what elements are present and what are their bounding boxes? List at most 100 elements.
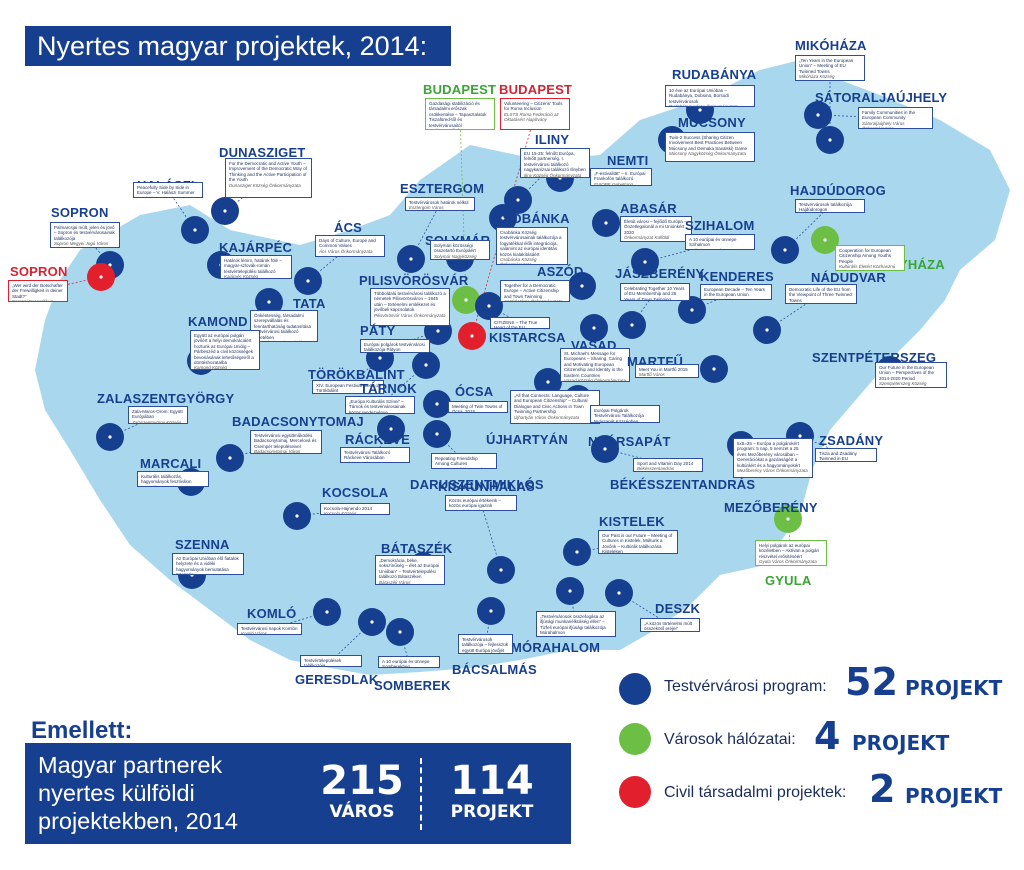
project-box-nadudvar[interactable]: Democratic Life of the EU from the Viewp…: [785, 284, 857, 304]
project-title: „Ten Years in the European Union” – Meet…: [799, 58, 854, 74]
city-name-bataszek: BÁTASZÉK: [381, 541, 453, 556]
project-box-mezobereny[interactable]: 5x5=25 – Európa a polgárokért program: 5…: [733, 438, 813, 478]
project-box-sopron2[interactable]: „Wer wird der Botschafter der Freiwillig…: [8, 280, 68, 302]
project-beneficiary: Kiskunhalas Város Önkormányzata: [449, 509, 513, 510]
project-box-geresdlak[interactable]: Testvértelepülések találkozójaGeresdlak …: [300, 655, 362, 667]
project-title: „F-estivalität” – II. Európai Frankofón …: [594, 171, 646, 182]
project-title: Volunteering – Citizens' Tools for Roma …: [504, 101, 563, 112]
city-dot-center-jaszbereny: [630, 323, 634, 327]
city-name-deszk: DESZK: [655, 601, 701, 616]
project-box-bataszek[interactable]: „Demokrácia, béke, sokszínűség – élet az…: [375, 555, 445, 585]
project-box-nemti[interactable]: „F-estivalität” – II. Európai Frankofón …: [590, 168, 652, 186]
project-box-iliny[interactable]: EU 15-25: felnőtt Európa, felnőtt partne…: [520, 148, 590, 178]
project-title: Our Past is our Future – Meeting of Cult…: [602, 533, 673, 554]
project-box-budapest1[interactable]: Gazdasági stabilizáció és társadalmi erő…: [425, 98, 495, 130]
project-box-deszk[interactable]: „A közös történelmi múlt összekötő ereje…: [640, 618, 700, 632]
city-dot-center-ujhartyan: [546, 380, 550, 384]
project-box-szenna[interactable]: Az Európai Unióban élő fiatalok helyzete…: [172, 553, 244, 575]
project-box-mucsony[interactable]: Twin-2 Success (Sharing Citizen Involvem…: [665, 132, 755, 162]
city-name-kistelek: KISTELEK: [599, 514, 665, 529]
project-box-budapest2[interactable]: Volunteering – Citizens' Tools for Roma …: [500, 98, 570, 130]
project-box-abasar[interactable]: Életút városi – fejlődő Európa – Önzetle…: [620, 216, 692, 242]
project-box-bekesszentandras[interactable]: Sport and Vitamin Day 2014 Békésszentandr…: [633, 458, 703, 472]
project-box-kistarcsa[interactable]: CITIZENS – The True Heart of the EUKista…: [490, 317, 550, 329]
project-box-pilisvorosvar[interactable]: Többoldalú testvérvárosi találkozó a ném…: [370, 288, 450, 326]
city-dot-center-iliny: [516, 198, 520, 202]
project-box-rudabanya[interactable]: 10 éve az Európai Unióban – Rudabánya, D…: [665, 85, 755, 107]
partners-divider: [420, 758, 422, 830]
city-name-somberek: SOMBEREK: [374, 678, 451, 693]
project-box-sopron1[interactable]: Palmarcsjai múlt, jelen és jövő – Sopron…: [50, 222, 120, 248]
project-box-kamond[interactable]: Együtt az európai polgári jövőért a hely…: [190, 330, 260, 370]
project-box-morahalom[interactable]: „Testvérvárosok összefogása az ifjúsági …: [536, 611, 616, 637]
city-dot-center-csobanka: [501, 216, 505, 220]
project-box-vasad[interactable]: St. Michael's Message for Europeans – Sh…: [560, 348, 630, 382]
project-title: Twin-2 Success (Sharing Citizen Involvem…: [669, 135, 748, 151]
project-box-tarnok[interactable]: „Európa Kulturális Színei” – Tárnok és t…: [345, 396, 415, 414]
project-title: Testvérvárosi napok Komlón: [241, 626, 298, 631]
project-box-ujhartyan[interactable]: „All that Connects: Language, Culture an…: [510, 390, 600, 424]
project-beneficiary: Kenderes Város Önkormányzata: [704, 298, 768, 299]
project-box-nyarsapat[interactable]: Európai Polgárok Testvérvárosi Találkozó…: [590, 405, 660, 423]
city-dot-center-geresdlak: [370, 620, 374, 624]
connector-line-torokbalint: [347, 357, 381, 388]
project-box-satoraljaujhely[interactable]: Family Communities in the European Commu…: [858, 107, 933, 129]
project-box-szentpeterszeg[interactable]: Our Future in the European Union – Persp…: [875, 362, 947, 388]
project-box-paty[interactable]: Európai polgárok testvérvárosi találkozó…: [360, 339, 430, 353]
legend-count-civil: 2: [869, 767, 896, 811]
project-beneficiary: Bácsalmás Város Önkormányzata: [462, 653, 509, 654]
city-name-kiskunhalas: KISKUNHALAS: [438, 479, 535, 494]
project-box-kajarpec[interactable]: Határok lémm, határok fölé – magyar-szlo…: [220, 255, 292, 279]
project-title: Testvérvárosok találkozója – fejlesszük …: [462, 637, 509, 653]
project-box-nyiregyhaza[interactable]: Cooperation for European Citizenship Amo…: [835, 245, 905, 271]
project-box-zalaszentgyorgy[interactable]: Zala-Maros-Orom: Együtt Európában Zalasze…: [128, 406, 188, 424]
project-box-ocsa[interactable]: Meeting of Twin Towns of Ócsa, 2015Ócsa …: [448, 401, 508, 413]
project-box-tata[interactable]: Önkéntesség, társadalmi szerepvállalás é…: [250, 310, 318, 342]
project-box-rackeve[interactable]: Testvérvárosi Találkozó Ráckeve Városába…: [340, 447, 410, 463]
project-box-esztergom[interactable]: Testvérvárosok határok nélkül Esztergom V…: [405, 197, 475, 211]
project-box-torokbalint[interactable]: XIV. European Festival Week of Törökbáli…: [312, 380, 384, 394]
project-title: Európai polgárok testvérvárosi találkozó…: [364, 342, 425, 353]
city-dot-center-rudabanya: [698, 108, 702, 112]
legend-dot-networks: [619, 723, 651, 755]
project-beneficiary: Újhartyán Város Önkormányzata: [514, 414, 580, 420]
project-title: Gazdasági stabilizáció és társadalmi erő…: [429, 101, 487, 128]
project-box-kiskunhalas[interactable]: Közös európai értékeink – közös európai …: [445, 495, 517, 511]
project-box-hajdudorog[interactable]: Testvérvárosok találkozója HajdúdorogonH…: [795, 199, 865, 213]
city-name-esztergom: ESZTERGOM: [400, 181, 485, 196]
project-box-zsadany[interactable]: Tisza and Zsadány Twinned in EUZsadány K…: [815, 448, 877, 462]
city-name-sopron1: SOPRON: [51, 205, 109, 220]
city-dot-center-ocsa: [435, 402, 439, 406]
project-box-kenderes[interactable]: European Decade – Ten Years in the Europ…: [700, 284, 772, 300]
project-title: Együtt az európai polgári jövőért a hely…: [194, 333, 254, 366]
project-box-bacsalmas[interactable]: Testvérvárosok találkozója – fejlesszük …: [458, 634, 513, 654]
project-box-kistelek[interactable]: Our Past is our Future – Meeting of Cult…: [598, 530, 678, 554]
project-box-marcali[interactable]: Kulturális találkozás, hagyományok feszt…: [137, 471, 209, 487]
project-box-dunasziget[interactable]: For the Democratic and Active Youth – Im…: [225, 158, 312, 198]
project-box-halaszi[interactable]: Peacefully Side by Side in Europe – V. H…: [133, 182, 203, 198]
project-box-solymar[interactable]: Solymári közösségi összetartó Európáért S…: [430, 240, 490, 260]
project-box-gyula[interactable]: Helyi polgárok az európai közéletben – A…: [755, 540, 827, 566]
project-title: „Testvérvárosok összefogása az ifjúsági …: [540, 614, 606, 636]
city-name-morahalom: MÓRAHALOM: [511, 640, 601, 655]
project-box-mikohaza[interactable]: „Ten Years in the European Union” – Meet…: [795, 55, 865, 81]
city-name-paty: PÁTY: [360, 323, 396, 338]
project-box-acs[interactable]: Days of Culture, Europe and Common Value…: [315, 235, 385, 257]
project-box-somberek[interactable]: A 10 európai év ünnepe SomberekbenSomber…: [378, 656, 440, 668]
legend-count-twin-towns: 52: [845, 660, 898, 704]
project-box-aszod[interactable]: Together for a Democratic Europe – Activ…: [500, 280, 570, 302]
city-name-mikohaza: MIKÓHÁZA: [795, 38, 867, 53]
project-box-szihalom[interactable]: A 10 európai év ünnepe SzihalmonSzihalom…: [685, 234, 755, 250]
project-box-daruszentmiklos[interactable]: Repeating Friendship Among CulturesDarus…: [431, 453, 497, 469]
project-beneficiary: Nádudvar Város Önkormányzata: [789, 303, 853, 304]
project-beneficiary: Sopron Megyei Jogú Város Önkormányzata: [54, 241, 109, 247]
city-name-kamond: KAMOND: [188, 314, 248, 329]
project-box-jaszbereny[interactable]: Celebrating Together 10 Years of EU Memb…: [620, 283, 690, 301]
project-box-badacsonytomaj[interactable]: Testvérvárosi együttműködés Badacsonytom…: [250, 430, 322, 454]
city-dot-center-tata: [267, 300, 271, 304]
project-box-csobanka[interactable]: Csobánka Község testvérvárosainak találk…: [496, 227, 568, 265]
project-beneficiary: Sátoraljaújhely Város Önkormányzata: [862, 120, 905, 129]
